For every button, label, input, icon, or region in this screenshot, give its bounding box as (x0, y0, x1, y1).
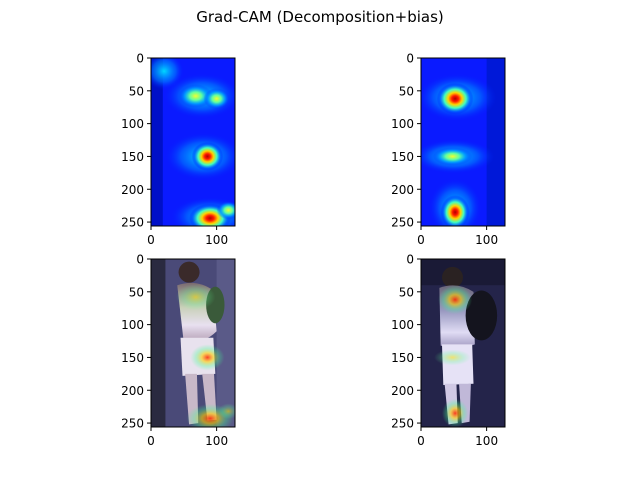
y-tick-label: 150 (391, 351, 414, 365)
y-tick-label: 200 (121, 183, 144, 197)
y-tick-label: 200 (391, 384, 414, 398)
y-tick-label: 50 (399, 285, 414, 299)
y-tick-label: 100 (121, 318, 144, 332)
y-tick-label: 250 (121, 216, 144, 230)
axes-frame (420, 57, 506, 227)
axes-frame (420, 258, 506, 428)
x-tick-label: 100 (205, 434, 228, 448)
y-tick-label: 100 (391, 117, 414, 131)
y-tick-label: 150 (121, 150, 144, 164)
x-tick-label: 100 (205, 233, 228, 247)
y-tick-label: 250 (391, 216, 414, 230)
overlay-image-2 (421, 259, 505, 427)
x-tick-label: 100 (475, 233, 498, 247)
y-tick-label: 150 (121, 351, 144, 365)
y-tick-label: 0 (136, 253, 144, 267)
y-tick-label: 0 (136, 52, 144, 66)
x-tick-label: 0 (147, 233, 155, 247)
overlay-image-1 (151, 259, 235, 427)
x-tick-label: 0 (417, 434, 425, 448)
y-tick-label: 250 (391, 417, 414, 431)
y-tick-label: 0 (406, 253, 414, 267)
heatmap-image-2 (421, 58, 505, 226)
x-tick-label: 100 (475, 434, 498, 448)
y-tick-label: 200 (121, 384, 144, 398)
heatmap-image-1 (151, 58, 235, 226)
axes-frame (150, 258, 236, 428)
y-tick-label: 50 (399, 84, 414, 98)
y-tick-label: 0 (406, 52, 414, 66)
y-tick-label: 50 (129, 84, 144, 98)
x-tick-label: 0 (417, 233, 425, 247)
y-tick-label: 100 (121, 117, 144, 131)
y-tick-label: 200 (391, 183, 414, 197)
y-tick-label: 100 (391, 318, 414, 332)
figure-title: Grad-CAM (Decomposition+bias) (196, 8, 444, 26)
y-tick-label: 250 (121, 417, 144, 431)
x-tick-label: 0 (147, 434, 155, 448)
y-tick-label: 50 (129, 285, 144, 299)
y-tick-label: 150 (391, 150, 414, 164)
axes-frame (150, 57, 236, 227)
